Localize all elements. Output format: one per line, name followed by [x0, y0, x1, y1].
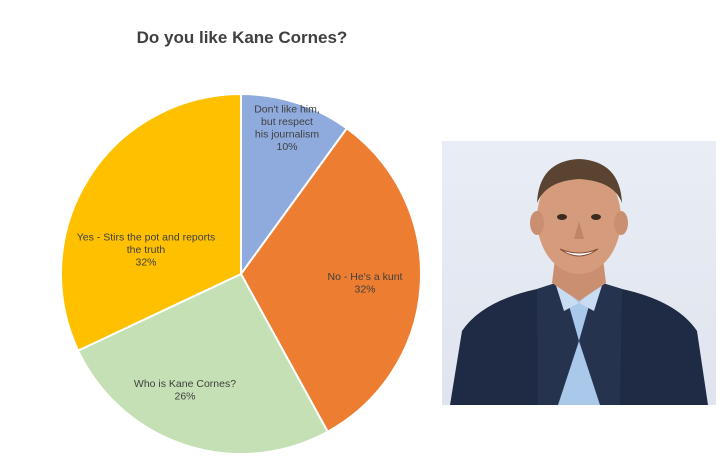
pie-slices [60, 92, 422, 455]
chart-title: Do you like Kane Cornes? [136, 28, 348, 47]
pie-slice-0 [240, 92, 349, 278]
pie-slice-label-2: Who is Kane Cornes? 26% [134, 378, 236, 403]
pie-slice-1 [239, 126, 422, 434]
pie-slice-label-0: Don't like him, but respect his journalism… [254, 103, 320, 153]
pie-labels: Don't like him, but respect his journalism… [77, 103, 403, 402]
pie-chart: Don't like him, but respect his journalism… [60, 92, 422, 455]
pie-slice-label-3: Yes - Stirs the pot and reports the truth… [77, 232, 216, 269]
person-illustration [450, 159, 708, 405]
pie-slice-2 [76, 272, 330, 455]
portrait-photo [442, 141, 716, 405]
pie-slice-label-1: No - He's a kunt 32% [328, 271, 403, 296]
pie-slice-3 [60, 92, 242, 352]
